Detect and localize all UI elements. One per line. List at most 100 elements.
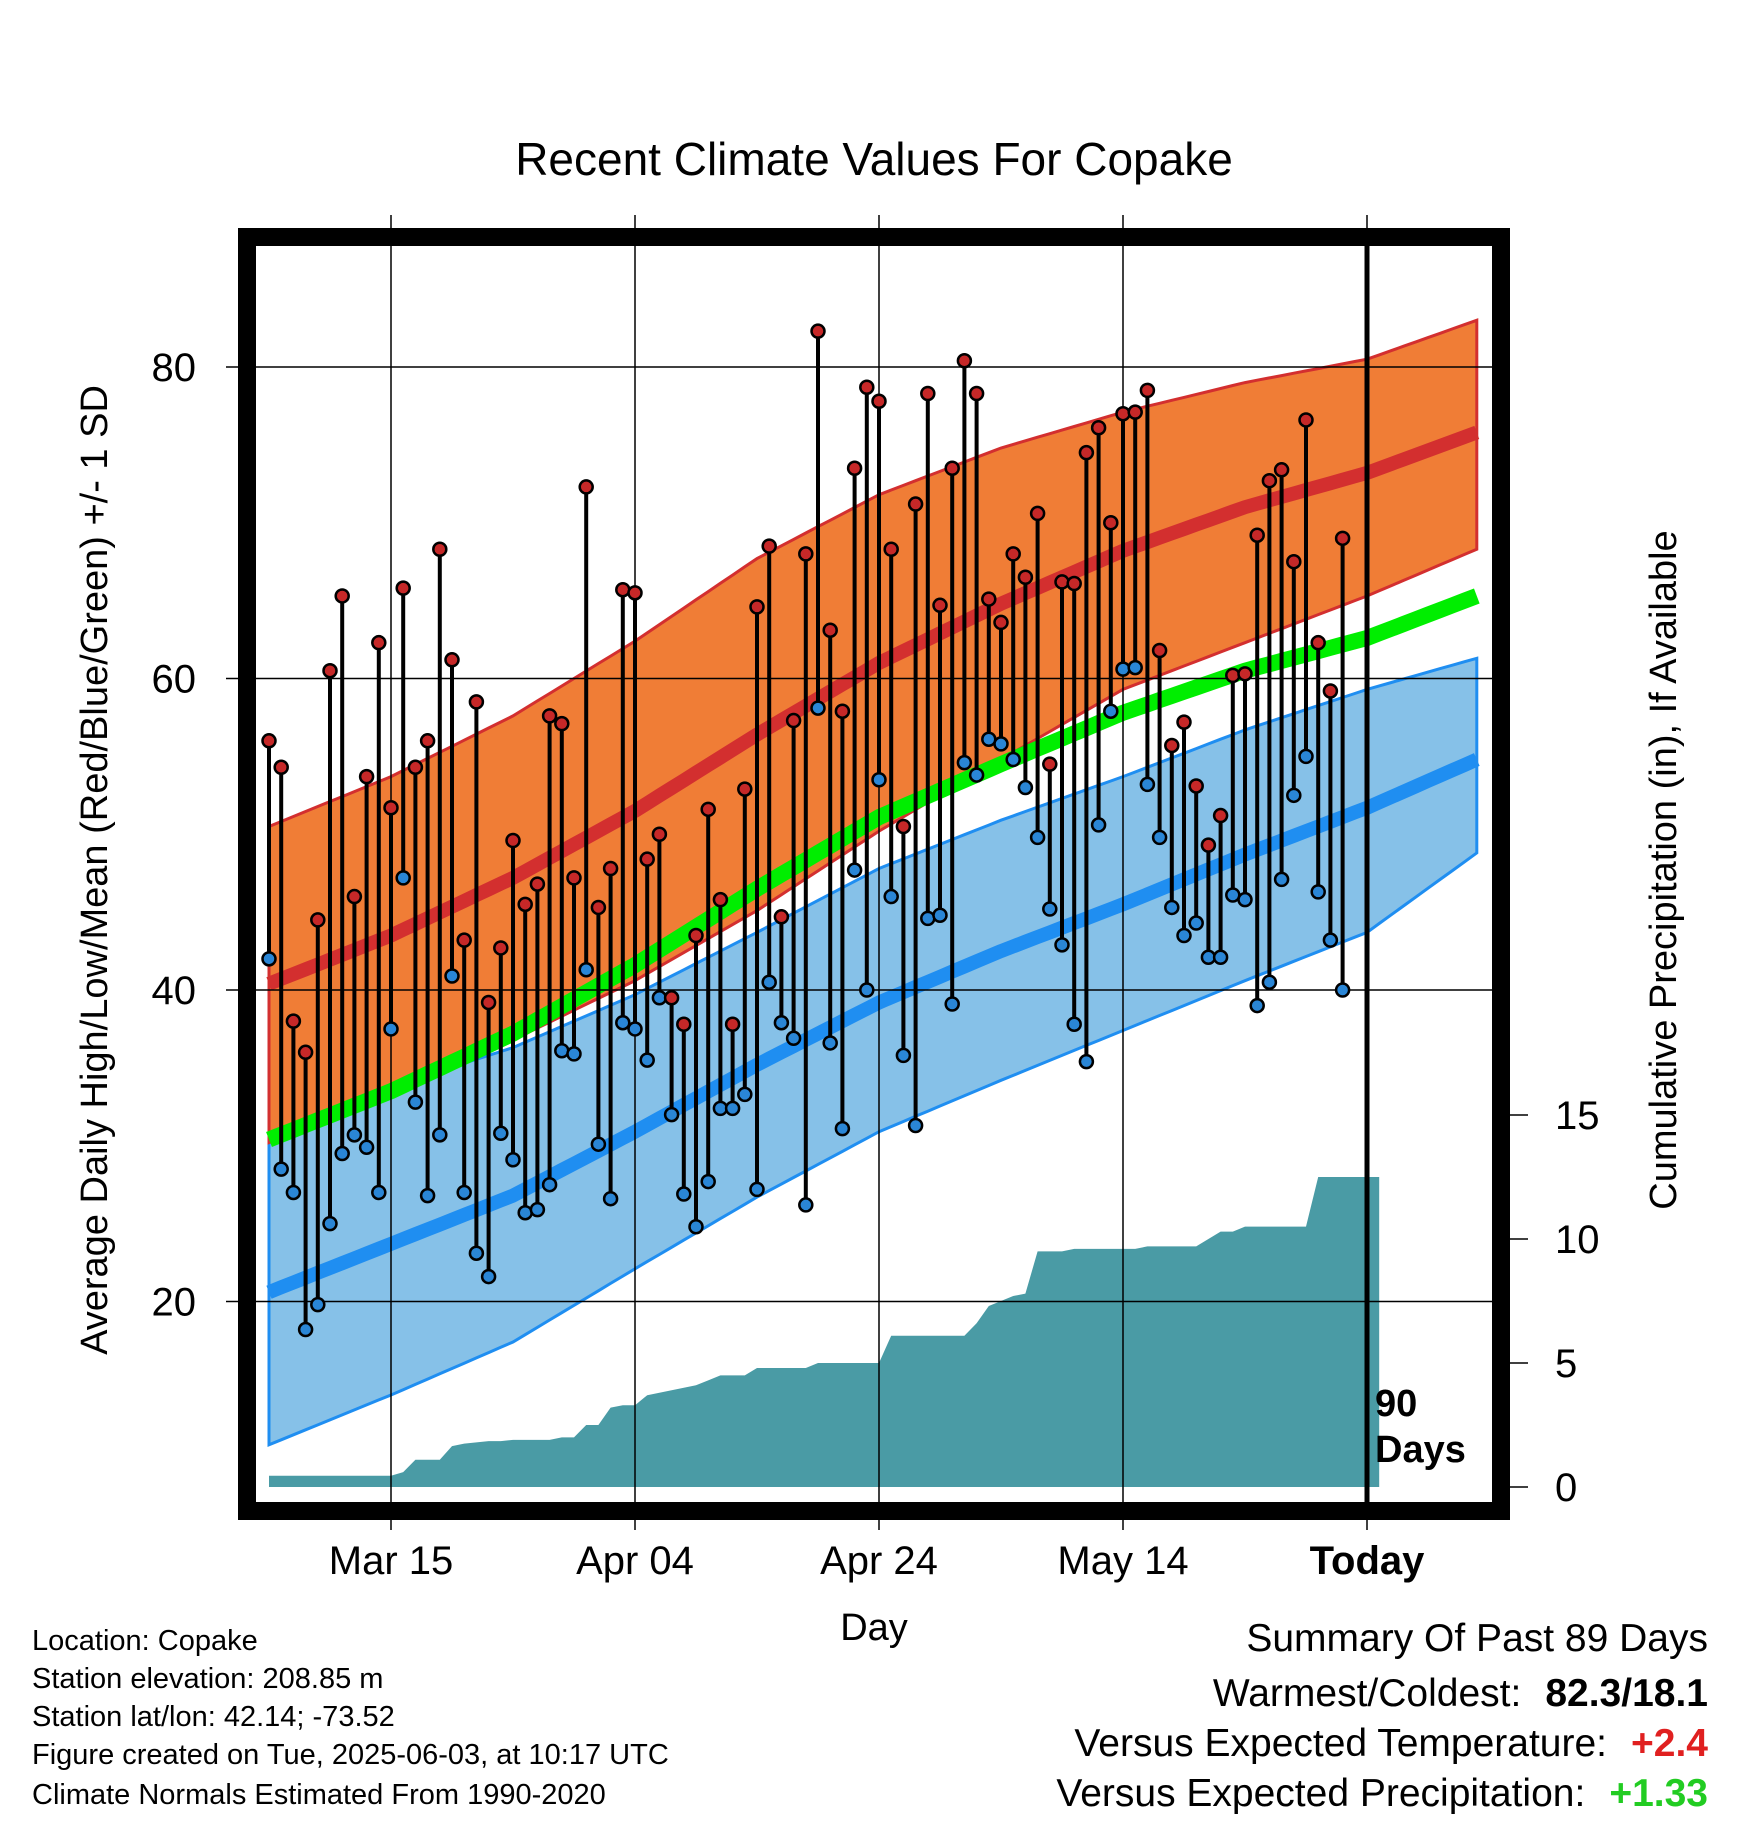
high-point xyxy=(1249,527,1265,543)
high-point xyxy=(432,541,448,557)
high-point xyxy=(1127,404,1143,420)
high-point xyxy=(297,1044,314,1061)
high-point xyxy=(773,909,790,925)
high-point xyxy=(566,870,582,886)
low-point xyxy=(1298,748,1314,765)
low-point xyxy=(456,1184,472,1201)
low-point xyxy=(1103,703,1119,719)
normals-text: Climate Normals Estimated From 1990-2020 xyxy=(32,1779,606,1811)
y-tick-label: 60 xyxy=(152,658,197,702)
x-tick-label: Apr 04 xyxy=(576,1539,694,1583)
high-point xyxy=(468,694,485,710)
high-point xyxy=(712,891,729,908)
high-point xyxy=(1188,778,1204,794)
low-point xyxy=(395,870,411,886)
high-point xyxy=(724,1016,741,1033)
low-point xyxy=(578,962,594,978)
low-point xyxy=(883,888,899,905)
high-point xyxy=(529,876,546,892)
low-point xyxy=(859,982,875,998)
low-point xyxy=(968,767,985,783)
low-point xyxy=(1005,751,1021,768)
low-point xyxy=(590,1136,607,1152)
summary-title-text: Summary Of Past 89 Days xyxy=(1246,1617,1708,1660)
low-point xyxy=(285,1184,302,1201)
low-point xyxy=(1273,871,1290,888)
location-text: Location: Copake xyxy=(32,1625,258,1657)
high-point xyxy=(1078,444,1095,461)
low-mean-line xyxy=(266,753,1480,1299)
low-point xyxy=(749,1181,765,1198)
high-point xyxy=(846,460,863,476)
low-point xyxy=(761,974,777,990)
high-point xyxy=(1005,546,1021,562)
low-point xyxy=(1212,949,1229,966)
high-point xyxy=(358,768,375,785)
high-point xyxy=(590,899,607,916)
low-point xyxy=(1115,661,1131,677)
precipitation-label: Versus Expected Precipitation: xyxy=(1056,1772,1586,1815)
high-point xyxy=(1054,574,1070,590)
high-point xyxy=(907,496,924,512)
precipitation-area xyxy=(269,1177,1380,1487)
high-point xyxy=(1151,642,1168,659)
high-point xyxy=(261,733,277,749)
low-point xyxy=(846,862,863,878)
y2-tick-label: 5 xyxy=(1555,1342,1577,1386)
high-mean-line xyxy=(266,425,1480,991)
low-point xyxy=(371,1184,387,1201)
low-point xyxy=(1188,915,1204,931)
x-tick-label: May 14 xyxy=(1057,1539,1188,1583)
high-point xyxy=(1029,505,1046,522)
low-point xyxy=(602,1190,619,1207)
high-point xyxy=(1066,575,1082,592)
low-point xyxy=(541,1176,558,1193)
low-point xyxy=(700,1173,716,1190)
y-tick-label: 40 xyxy=(152,969,197,1013)
high-point xyxy=(1298,412,1314,428)
high-point xyxy=(834,703,851,719)
y-axis-label: Average Daily High/Low/Mean (Red/Blue/Gr… xyxy=(74,385,116,1355)
high-point xyxy=(663,990,680,1006)
high-point xyxy=(371,634,387,651)
high-point xyxy=(651,826,668,842)
low-point xyxy=(334,1145,350,1162)
temperature-value: +2.4 xyxy=(1631,1722,1708,1765)
y-tick-label: 80 xyxy=(152,346,197,390)
high-point xyxy=(493,940,509,956)
low-point xyxy=(505,1152,521,1168)
summary-temperature: Versus Expected Temperature: +2.4 xyxy=(1074,1722,1708,1766)
high-point xyxy=(615,581,631,598)
high-point xyxy=(749,599,765,615)
high-point xyxy=(541,708,558,724)
high-point xyxy=(627,585,643,601)
low-point xyxy=(1042,901,1058,917)
low-point xyxy=(1029,829,1046,846)
high-point xyxy=(700,801,716,818)
high-point xyxy=(1176,714,1192,730)
high-point xyxy=(285,1013,302,1029)
low-point xyxy=(1310,884,1326,900)
low-point xyxy=(663,1106,680,1123)
low-point xyxy=(773,1014,790,1031)
mean-line xyxy=(266,588,1480,1147)
low-point xyxy=(895,1047,912,1064)
low-point xyxy=(1237,891,1253,908)
low-point xyxy=(261,951,277,967)
low-sd-band xyxy=(267,656,1479,1448)
high-point xyxy=(1090,419,1107,436)
high-point xyxy=(785,712,802,729)
low-point xyxy=(346,1127,363,1143)
x-tick-label: Today xyxy=(1310,1539,1426,1583)
high-point xyxy=(1225,667,1241,684)
temperature-label: Versus Expected Temperature: xyxy=(1074,1722,1607,1765)
high-point xyxy=(639,851,655,867)
low-point xyxy=(566,1046,582,1062)
low-point xyxy=(920,910,936,927)
low-point xyxy=(419,1187,436,1204)
low-point xyxy=(798,1197,814,1213)
low-point xyxy=(1151,829,1168,846)
high-point xyxy=(981,591,997,607)
low-point xyxy=(871,771,887,788)
